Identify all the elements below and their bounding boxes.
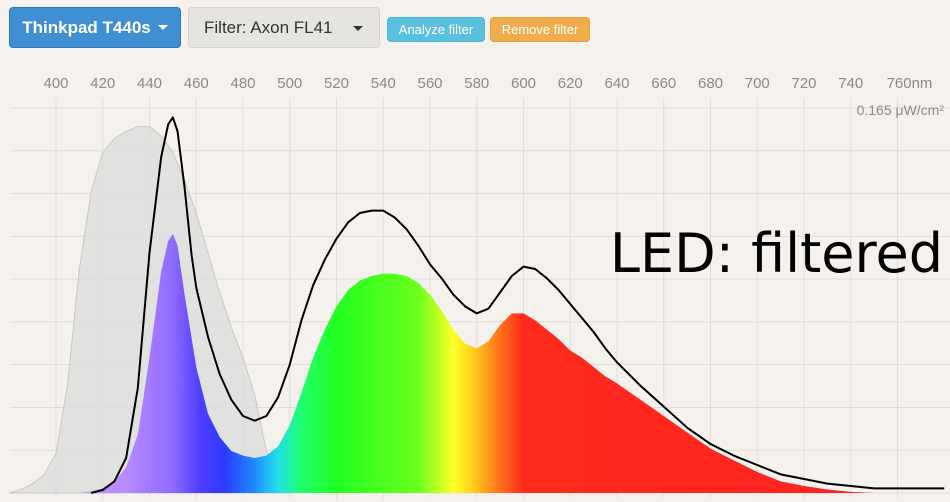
filtered-area — [79, 234, 875, 493]
x-tick-label: 560 — [417, 75, 442, 92]
x-tick-label: 460 — [184, 75, 209, 92]
x-tick-label: 720 — [791, 75, 816, 92]
x-tick-label: 640 — [604, 75, 629, 92]
unfiltered-area — [9, 126, 291, 494]
x-tick-label: 580 — [464, 75, 489, 92]
x-tick-label: 680 — [698, 75, 723, 92]
y-max-label: 0.165 μW/cm² — [857, 102, 945, 118]
device-dropdown-button[interactable]: Thinkpad T440s — [9, 7, 181, 48]
x-tick-label: 660 — [651, 75, 676, 92]
x-tick-label: 540 — [371, 75, 396, 92]
x-tick-label: 740 — [838, 75, 863, 92]
x-tick-label: 700 — [745, 75, 770, 92]
x-tick-label: 620 — [558, 75, 583, 92]
caret-down-icon — [157, 25, 168, 30]
analyze-filter-label: Analyze filter — [398, 22, 474, 37]
filter-dropdown-button[interactable]: Filter: Axon FL41 — [188, 7, 380, 48]
x-tick-label: 520 — [324, 75, 349, 92]
remove-filter-label: Remove filter — [501, 22, 579, 37]
x-tick-label: 440 — [137, 75, 162, 92]
x-tick-label: 400 — [43, 75, 68, 92]
x-tick-label: 760nm — [887, 75, 933, 92]
analyze-filter-button[interactable]: Analyze filter — [387, 17, 485, 42]
series-layer — [9, 116, 945, 494]
remove-filter-button[interactable]: Remove filter — [490, 17, 590, 42]
total-spectrum-line — [90, 116, 945, 494]
chart-annotation: LED: filtered — [610, 222, 943, 285]
toolbar: Thinkpad T440s Filter: Axon FL41 Analyze… — [0, 0, 950, 60]
x-tick-label: 420 — [90, 75, 115, 92]
x-tick-label: 600 — [511, 75, 536, 92]
caret-down-icon — [353, 26, 363, 31]
x-axis-ticks: 400 420 440 460 480 500 520 540 560 580 600 620 640 6… — [43, 75, 932, 92]
spectrum-chart: 400 420 440 460 480 500 520 540 560 580 600 620 640 6… — [9, 75, 950, 498]
x-tick-label: 500 — [277, 75, 302, 92]
filter-label: Filter: Axon FL41 — [204, 17, 333, 37]
device-label: Thinkpad T440s — [22, 17, 151, 37]
x-tick-label: 480 — [230, 75, 255, 92]
